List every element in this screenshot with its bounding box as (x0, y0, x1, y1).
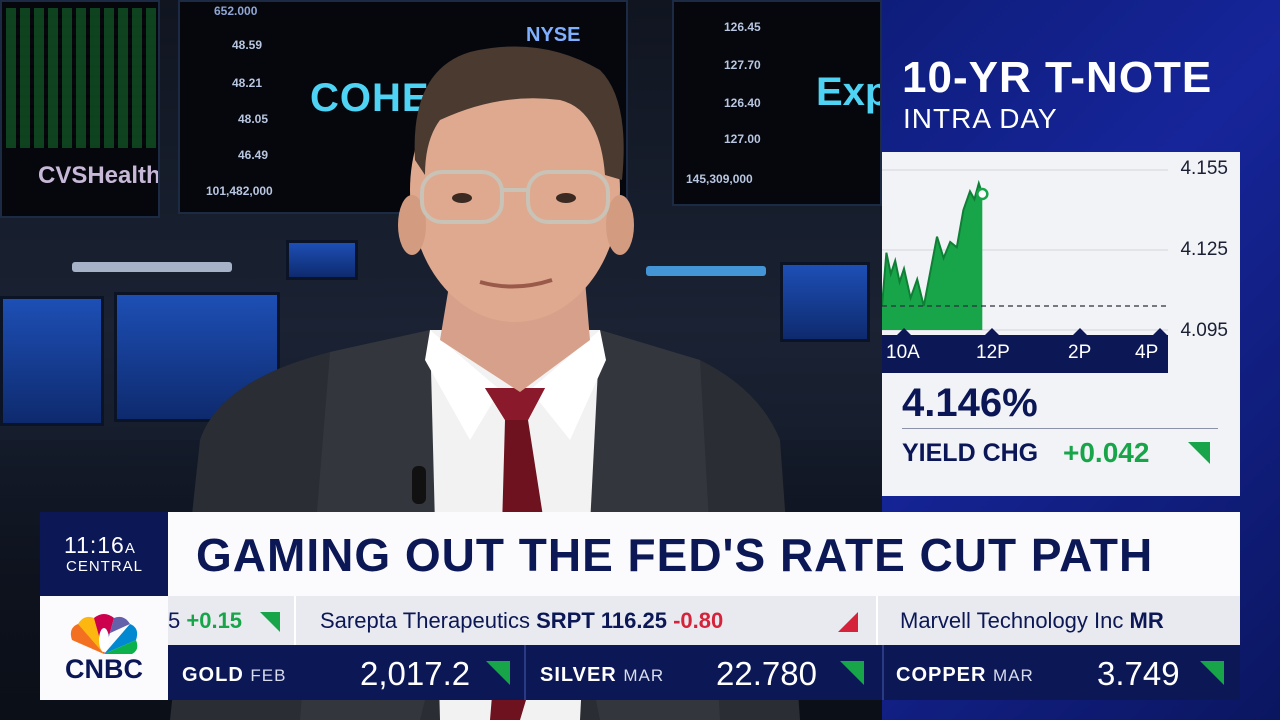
commodity-label: GOLD (182, 664, 244, 686)
commodity-silver: SILVER MAR 22.780 (526, 645, 882, 700)
commodity-separator (882, 645, 884, 700)
board-number: 126.40 (724, 96, 761, 110)
y-tick-label: 4.095 (1180, 320, 1228, 341)
x-tick-marker (896, 328, 912, 336)
ticker-separator (294, 596, 296, 645)
commodity-name: SILVER MAR (540, 664, 664, 687)
ticker-separator (876, 596, 878, 645)
intraday-chart (882, 169, 1168, 331)
ticker-change: +0.15 (186, 608, 243, 633)
yield-change-label: YIELD CHG (902, 439, 1039, 467)
down-triangle-icon (838, 612, 858, 632)
commodity-label: COPPER (896, 664, 987, 686)
board-logo-cvs: CVSHealth (38, 162, 160, 189)
board-top-number: 652.000 (214, 4, 258, 18)
x-tick-marker (1072, 328, 1088, 336)
board-number: 48.05 (238, 112, 269, 126)
commodity-month: MAR (623, 666, 665, 685)
clock-hours: 11:16 (64, 532, 125, 558)
board-number: 145,309,000 (686, 172, 753, 186)
x-tick-label: 4P (1135, 342, 1159, 363)
commodity-copper: COPPER MAR 3.749 (884, 645, 1240, 700)
headline-banner: GAMING OUT THE FED'S RATE CUT PATH (168, 512, 1240, 596)
y-tick-label: 4.155 (1180, 158, 1228, 179)
divider (902, 428, 1218, 429)
board-number: 127.70 (724, 58, 761, 72)
ticker-item: Sarepta Therapeutics SRPT 116.25 -0.80 (320, 608, 723, 634)
x-axis-markers (896, 328, 1168, 336)
clock-box: 11:16A CENTRAL (40, 512, 168, 596)
chart-title: 10-YR T-NOTE (902, 53, 1213, 102)
up-triangle-icon (840, 661, 864, 685)
x-tick-label: 2P (1068, 342, 1092, 363)
ticker-company: Sarepta Therapeutics (320, 608, 530, 633)
ticker-company: Marvell Technology Inc (900, 608, 1124, 633)
board-number: 127.00 (724, 132, 761, 146)
clock-time: 11:16A (64, 532, 136, 559)
commodity-name: GOLD FEB (182, 664, 286, 687)
board-exchange-label: NYSE (526, 24, 581, 46)
ticker-price: 116.25 (600, 608, 667, 633)
commodity-ticker: GOLD FEB 2,017.2 SILVER MAR 22.780 COPPE… (168, 645, 1240, 700)
floor-monitor (780, 262, 870, 342)
x-tick-label: 12P (976, 342, 1010, 363)
series-line (882, 179, 984, 307)
network-name: CNBC (65, 654, 143, 684)
commodity-label: SILVER (540, 664, 617, 686)
ceiling-light (646, 266, 766, 276)
last-point-marker (976, 187, 989, 201)
ticker-symbol: MR (1129, 608, 1164, 633)
x-tick-marker (984, 328, 1000, 336)
yield-value: 4.146% (902, 381, 1038, 425)
right-ticker-board: 126.45 127.70 126.40 127.00 145,309,000 … (672, 0, 882, 206)
board-number: 48.59 (232, 38, 263, 52)
ticker-symbol: 5 (168, 608, 181, 633)
board-number: 126.45 (724, 20, 761, 34)
ticker-item: Marvell Technology Inc MR (900, 608, 1164, 634)
up-triangle-icon (1188, 442, 1210, 464)
board-grid (6, 8, 156, 148)
board-logo-exp: Exp (816, 70, 880, 114)
commodity-month: FEB (250, 666, 287, 685)
commodity-month: MAR (993, 666, 1034, 685)
commodity-value: 22.780 (716, 655, 817, 692)
board-number: 48.21 (232, 76, 263, 90)
commodity-value: 2,017.2 (360, 655, 471, 692)
clock-timezone: CENTRAL (66, 558, 144, 575)
stock-ticker: 5 +0.15 Sarepta Therapeutics SRPT 116.25… (168, 596, 1240, 645)
network-logo: CNBC (40, 596, 168, 700)
ticker-symbol-fragment: 5 +0.15 (168, 608, 242, 634)
commodity-name: COPPER MAR (896, 664, 1034, 687)
up-triangle-icon (486, 661, 510, 685)
chart-subtitle: INTRA DAY (903, 103, 1058, 134)
y-tick-label: 4.125 (1180, 239, 1228, 260)
yield-change-value: +0.042 (1063, 437, 1150, 468)
series-area (882, 183, 983, 330)
up-triangle-icon (260, 612, 280, 632)
commodity-separator (524, 645, 526, 700)
clock-ampm: A (124, 540, 136, 557)
left-ticker-board: CVSHealth (0, 0, 160, 218)
floor-monitor (286, 240, 358, 280)
up-triangle-icon (1200, 661, 1224, 685)
commodity-gold: GOLD FEB 2,017.2 (168, 645, 524, 700)
board-number: 101,482,000 (206, 184, 273, 198)
floor-monitor (114, 292, 280, 422)
x-tick-marker (1152, 328, 1168, 336)
ceiling-light (72, 262, 232, 272)
peacock-icon (70, 614, 138, 654)
chart-box: 4.155 4.125 4.095 10A 12P 2P 4P 4.146% Y… (882, 152, 1240, 496)
commodity-value: 3.749 (1097, 655, 1180, 692)
x-axis-bar (882, 335, 1168, 373)
ticker-change: -0.80 (673, 608, 724, 633)
headline-text: GAMING OUT THE FED'S RATE CUT PATH (196, 529, 1154, 581)
ticker-symbol: SRPT (536, 608, 595, 633)
x-tick-label: 10A (886, 342, 920, 363)
floor-monitor (0, 296, 104, 426)
board-number: 46.49 (238, 148, 269, 162)
